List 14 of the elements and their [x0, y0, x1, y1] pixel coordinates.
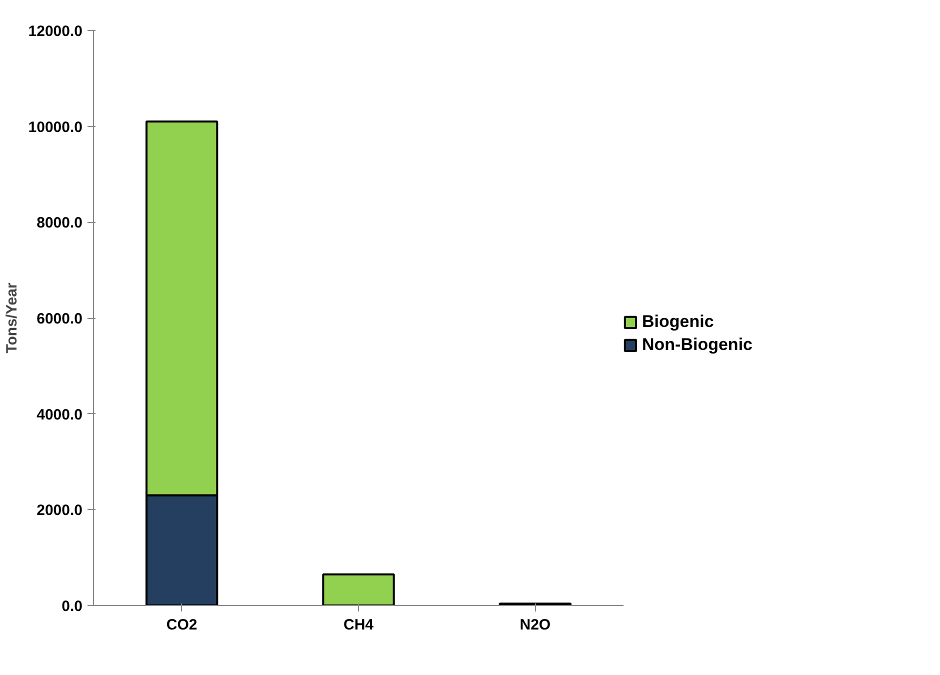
x-tick-label: CH4: [343, 616, 374, 634]
y-tick-label: 10000.0: [28, 118, 83, 136]
y-tick-label: 0.0: [62, 598, 83, 615]
x-tick-label: CO2: [166, 616, 198, 634]
y-tick-label: 8000.0: [36, 214, 83, 232]
y-tick-label: 2000.0: [36, 502, 83, 520]
y-tick-label: 12000.0: [28, 23, 83, 40]
y-tick-label: 6000.0: [36, 310, 83, 328]
x-tick-label: N2O: [520, 616, 551, 634]
legend-label: Non-Biogenic: [642, 335, 752, 355]
y-tick-label: 4000.0: [36, 406, 83, 424]
legend-label: Biogenic: [642, 312, 714, 332]
bar: [322, 573, 395, 606]
y-axis-title: Tons/Year: [3, 282, 20, 354]
